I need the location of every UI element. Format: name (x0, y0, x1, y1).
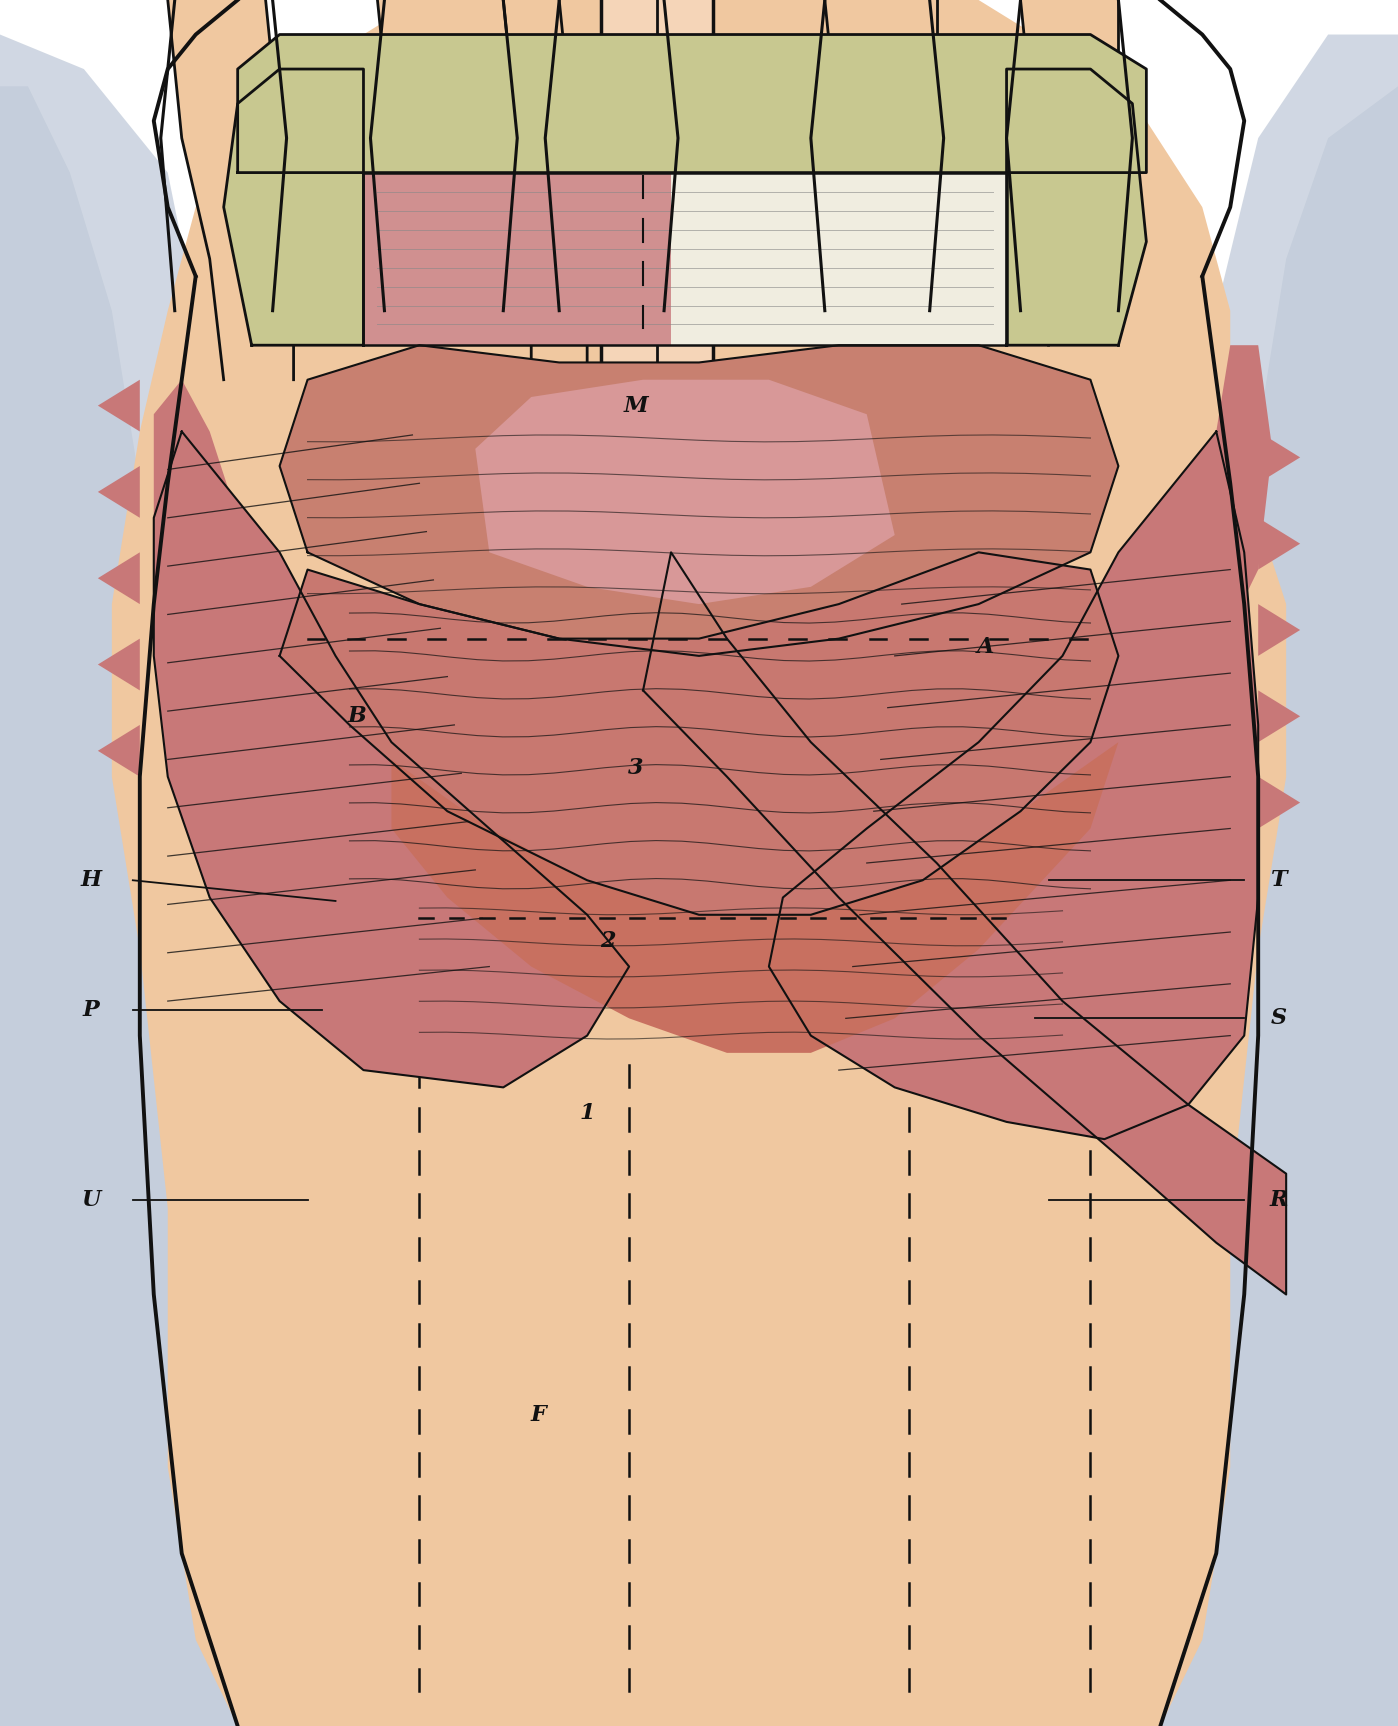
Text: T: T (1271, 870, 1288, 891)
Text: M: M (624, 395, 649, 416)
Polygon shape (1146, 345, 1272, 656)
Polygon shape (0, 35, 210, 483)
Polygon shape (601, 0, 713, 432)
Polygon shape (238, 35, 1146, 173)
Polygon shape (1258, 432, 1300, 483)
Polygon shape (154, 432, 629, 1087)
Polygon shape (0, 86, 280, 1726)
Text: F: F (530, 1405, 547, 1426)
Polygon shape (643, 552, 1286, 1294)
Polygon shape (1258, 518, 1300, 570)
Polygon shape (377, 0, 531, 380)
Polygon shape (280, 345, 1118, 656)
Text: 1: 1 (579, 1103, 596, 1124)
Polygon shape (1118, 86, 1398, 1726)
Polygon shape (475, 380, 895, 604)
Text: P: P (82, 999, 99, 1020)
Polygon shape (1216, 35, 1398, 483)
Polygon shape (1021, 0, 1118, 345)
Polygon shape (769, 432, 1258, 1139)
Polygon shape (112, 0, 1286, 1726)
Polygon shape (363, 173, 671, 345)
Polygon shape (1258, 777, 1300, 828)
Text: R: R (1269, 1189, 1289, 1210)
Polygon shape (391, 742, 1118, 1053)
Polygon shape (1007, 69, 1146, 345)
Text: A: A (977, 637, 994, 658)
Polygon shape (98, 552, 140, 604)
Text: B: B (347, 706, 366, 727)
Polygon shape (154, 380, 322, 725)
Text: U: U (81, 1189, 101, 1210)
Polygon shape (1258, 690, 1300, 742)
Polygon shape (1258, 604, 1300, 656)
Polygon shape (98, 639, 140, 690)
Polygon shape (224, 69, 363, 345)
Polygon shape (363, 173, 1007, 345)
Polygon shape (98, 466, 140, 518)
Polygon shape (98, 725, 140, 777)
Polygon shape (280, 552, 1118, 915)
Polygon shape (98, 380, 140, 432)
Polygon shape (825, 0, 937, 380)
Polygon shape (168, 0, 294, 380)
Text: 2: 2 (600, 930, 617, 951)
Polygon shape (559, 0, 657, 380)
Text: 3: 3 (628, 758, 644, 778)
Text: S: S (1271, 1008, 1288, 1029)
Text: H: H (80, 870, 102, 891)
